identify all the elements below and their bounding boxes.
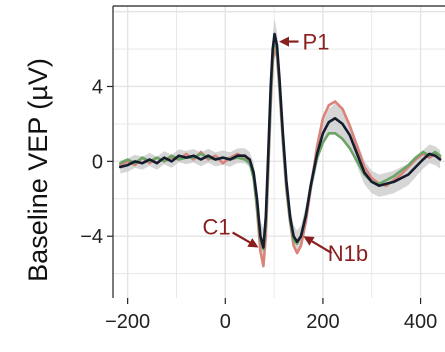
- confidence-band: [120, 19, 441, 267]
- y-tick-label: −4: [80, 226, 103, 248]
- annotation-arrow-shaft: [232, 231, 251, 244]
- series-lines: [119, 32, 442, 268]
- x-tick-label: 200: [306, 311, 339, 333]
- annotation-arrow-shaft: [311, 240, 333, 255]
- x-tick-label: 400: [404, 311, 437, 333]
- grid-lines: [113, 6, 445, 298]
- annotation-layer: P1 C1 N1b: [202, 30, 368, 267]
- y-tick-label: 0: [92, 151, 103, 173]
- plot-frame-layer: [112, 5, 445, 298]
- annotation-label: C1: [202, 214, 230, 239]
- y-tick-label: 4: [92, 76, 103, 98]
- annotation-arrow-head: [247, 238, 259, 248]
- y-axis-label: Baseline VEP (µV): [23, 58, 53, 282]
- x-tick-label: −200: [105, 311, 150, 333]
- x-tick-label: 0: [220, 311, 231, 333]
- series-line-black: [119, 32, 442, 249]
- annotation-arrow-head: [303, 236, 315, 246]
- tick-layer: −4 0 4 −200 0 200 400: [80, 76, 437, 333]
- annotation-arrow-head: [279, 36, 289, 47]
- confidence-band-layer: [120, 19, 441, 267]
- annotation-label: P1: [303, 30, 330, 55]
- annotation-label: N1b: [328, 241, 368, 266]
